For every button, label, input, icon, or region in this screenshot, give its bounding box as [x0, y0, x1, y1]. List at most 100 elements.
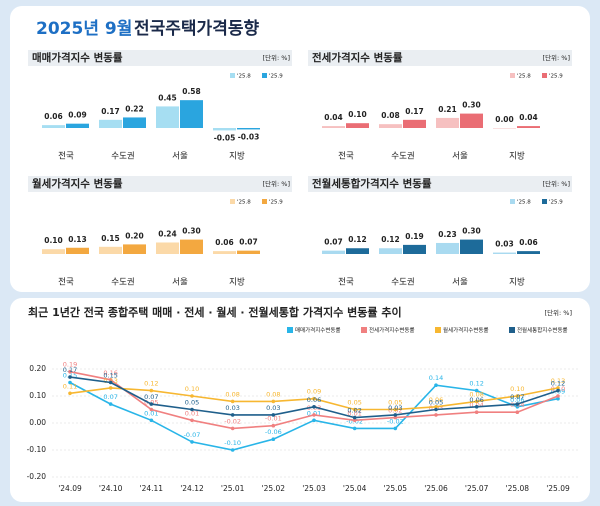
value-label: 0.13: [551, 377, 565, 385]
bar: [403, 119, 426, 128]
value-label: 0.12: [348, 235, 367, 244]
bar: [99, 119, 122, 128]
point: [149, 402, 154, 406]
bar: [346, 248, 369, 254]
unit-label: [단위: %]: [543, 53, 570, 62]
point: [393, 407, 398, 412]
point: [190, 407, 194, 412]
value-label: 0.17: [63, 366, 77, 374]
value-label: 0.17: [405, 107, 424, 116]
chart-title: 전세가격지수 변동률: [312, 51, 403, 64]
y-tick-label: 0.20: [29, 364, 46, 373]
value-label: 0.07: [239, 238, 258, 247]
point: [68, 369, 72, 374]
point: [312, 396, 316, 401]
x-tick-label: '25.02: [262, 484, 286, 493]
legend-label: '25.9: [549, 74, 563, 80]
bar: [493, 252, 516, 254]
value-label: 0.06: [307, 396, 321, 404]
value-label: 0.04: [519, 113, 538, 122]
point: [515, 402, 520, 406]
value-label: 0.07: [324, 238, 343, 247]
value-label: 0.20: [125, 231, 144, 240]
value-label: 0.00: [495, 115, 514, 124]
value-label: -0.01: [265, 415, 282, 423]
chart-title: 월세가격지수 변동률: [32, 177, 123, 190]
value-label: 0.03: [388, 404, 402, 412]
value-label: 0.01: [144, 409, 158, 417]
point: [230, 399, 235, 404]
point: [190, 418, 194, 423]
value-label: 0.15: [101, 234, 120, 243]
value-label: 0.10: [185, 385, 199, 393]
point: [149, 407, 154, 412]
point: [393, 426, 398, 431]
y-tick-label: -0.20: [27, 472, 47, 481]
value-label: 0.08: [225, 390, 239, 398]
x-tick-label: '25.06: [424, 484, 448, 493]
bar: [517, 126, 540, 128]
value-label: 0.05: [388, 399, 402, 407]
value-label: -0.02: [387, 417, 404, 425]
point: [312, 418, 316, 423]
bar: [379, 248, 402, 254]
point: [393, 415, 398, 420]
unit-label: [단위: %]: [263, 53, 290, 62]
legend-label: '25.8: [517, 74, 531, 80]
point: [434, 413, 438, 417]
value-label: -0.03: [238, 132, 260, 141]
bar: [322, 126, 345, 128]
value-label: 0.19: [405, 232, 424, 241]
value-label: 0.03: [495, 240, 514, 249]
point: [108, 386, 113, 390]
legend-swatch: [287, 327, 293, 333]
value-label: 0.08: [469, 390, 483, 398]
value-label: 0.07: [144, 393, 158, 401]
point: [230, 448, 235, 452]
bar: [379, 124, 402, 128]
bar: [180, 239, 203, 254]
value-label: 0.12: [551, 380, 565, 388]
value-label: 0.19: [63, 361, 77, 369]
chart-title: 최근 1년간 전국 종합주택 매매 · 전세 · 월세 · 전월세통합 가격지수…: [28, 305, 402, 319]
point: [474, 405, 479, 409]
legend-swatch: [510, 73, 515, 78]
point: [230, 413, 235, 417]
value-label: 0.11: [63, 382, 77, 390]
legend-label: '25.8: [237, 200, 251, 206]
legend-swatch: [262, 199, 267, 204]
legend-label: 월세가격지수변동률: [443, 326, 489, 334]
x-tick-label: 서울: [172, 278, 188, 288]
point: [556, 396, 560, 401]
bar: [180, 100, 203, 128]
y-tick-label: -0.10: [27, 445, 47, 454]
top-panel: [10, 6, 590, 292]
point: [515, 410, 520, 415]
x-tick-label: '25.04: [343, 484, 367, 493]
legend-label: 매매가격지수변동률: [295, 326, 341, 334]
value-label: 0.58: [182, 87, 201, 96]
point: [312, 405, 316, 409]
x-tick-label: 서울: [452, 278, 468, 288]
point: [556, 388, 560, 393]
value-label: 0.09: [68, 111, 87, 120]
value-label: -0.07: [184, 431, 201, 439]
point: [68, 391, 72, 396]
bar: [66, 247, 89, 254]
point: [393, 413, 398, 417]
value-label: 0.10: [510, 385, 524, 393]
value-label: 0.10: [348, 110, 367, 119]
legend-swatch: [509, 327, 515, 333]
value-label: 0.06: [510, 396, 524, 404]
bar: [436, 117, 459, 128]
point: [190, 440, 194, 444]
chart-header: [28, 50, 292, 66]
point: [68, 380, 72, 385]
value-label: 0.10: [44, 236, 63, 245]
point: [474, 399, 479, 404]
x-tick-label: 전국: [338, 277, 354, 288]
unit-label: [단위: %]: [263, 179, 290, 188]
value-label: 0.30: [182, 227, 201, 236]
bar: [123, 117, 146, 128]
value-label: 0.12: [381, 235, 400, 244]
